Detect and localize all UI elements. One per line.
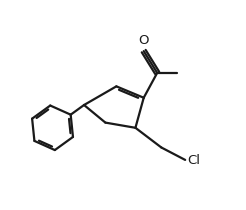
Text: O: O bbox=[138, 34, 149, 47]
Text: Cl: Cl bbox=[188, 154, 201, 167]
